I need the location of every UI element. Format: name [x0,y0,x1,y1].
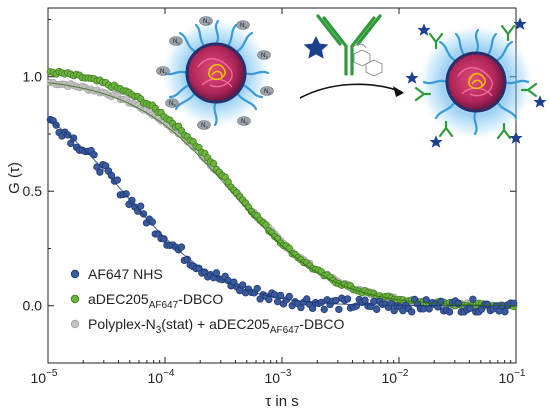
legend-item: aDEC205AF647-DBCO [70,291,223,311]
data-point [113,176,122,184]
series-1 [46,67,518,311]
fit-curves [47,82,516,307]
data-point [352,302,360,310]
data-point [308,304,317,313]
polyplex-right-core [445,51,507,113]
data-point [128,196,136,205]
y-axis-title: G (τ) [6,162,23,194]
data-point [70,134,78,142]
data-point [425,305,433,313]
azide-label: N3 [173,39,180,46]
reaction-arrow [299,83,403,99]
x-axis-title: τ in s [265,393,298,410]
polyplex-left-core [185,42,247,104]
data-point [437,297,445,305]
legend-item: AF647 NHS [70,266,163,282]
data-point [361,296,369,304]
x-tick-label: 10−4 [148,368,175,386]
data-point [122,190,130,198]
data-point [96,168,104,176]
data-point [177,243,186,251]
x-axis-ticks: 10−5 10−4 10−3 10−2 10−1 [31,8,526,386]
reaction-arrowhead [393,86,404,97]
data-point [212,269,221,277]
data-point [320,305,328,314]
data-point [137,202,145,210]
legend: AF647 NHS aDEC205AF647-DBCO Polyplex-N3(st… [70,266,345,336]
azide-label: N3 [169,101,176,108]
legend-label: AF647 NHS [88,266,163,282]
af647-stars [405,17,547,148]
x-tick-label: 10−5 [31,368,58,386]
legend-item: Polyplex-N3(stat) + aDEC205AF647-DBCO [70,316,345,336]
azide-label: N3 [203,19,210,26]
y-tick-label: 0.0 [23,298,43,314]
data-point [183,255,191,263]
data-point [262,221,270,229]
legend-marker [70,269,80,279]
data-point [285,292,293,301]
conjugated-antibodies [414,24,538,140]
x-tick-label: 10−3 [265,368,292,386]
legend-marker [70,294,80,304]
azide-label: N3 [241,119,248,126]
data-point [209,159,218,168]
data-point [90,151,98,159]
legend-label: aDEC205AF647-DBCO [88,291,223,311]
x-tick-label: 10−2 [382,368,409,386]
legend-label: Polyplex-N3(stat) + aDEC205AF647-DBCO [88,316,345,336]
dna-cargo-right [468,72,486,90]
data-point [265,295,273,304]
data-point [373,305,381,314]
y-tick-label: 1.0 [23,69,43,85]
data-point [139,210,148,218]
schematic-illustration: N3 N3 N3 N3 N3 N3 N3 N3 N3 [156,14,547,148]
x-tick-label: 10−1 [499,368,526,386]
data-point [445,308,454,316]
fit-line [47,82,516,306]
azide-groups-left [156,16,274,130]
y-tick-label: 0.5 [23,183,43,199]
series-2 [46,116,518,316]
polyplex-left-shell-strands [162,19,270,127]
af647-star-reagent [303,36,329,59]
dbco-linker [351,43,383,77]
azide-labels-left: N3 N3 N3 N3 N3 N3 N3 N3 N3 [160,19,271,130]
azide-label: N3 [201,123,208,130]
data-point [253,284,261,293]
data-point [469,295,477,303]
data-point [408,308,416,316]
legend-marker [70,319,80,329]
fit-line [47,118,516,307]
antibody-reagent [303,14,383,77]
azide-label: N3 [261,53,268,60]
azide-label: N3 [160,69,167,76]
dna-cargo-left [208,63,226,81]
data-point [510,299,518,307]
data-point [501,308,509,316]
data-point [483,300,492,308]
data-point [160,235,168,243]
polyplex-right [405,17,547,148]
azide-label: N3 [264,89,271,96]
polyplex-left: N3 N3 N3 N3 N3 N3 N3 N3 N3 [156,16,274,130]
data-point [343,295,352,303]
data-point [335,305,343,314]
azide-label: N3 [240,23,247,30]
